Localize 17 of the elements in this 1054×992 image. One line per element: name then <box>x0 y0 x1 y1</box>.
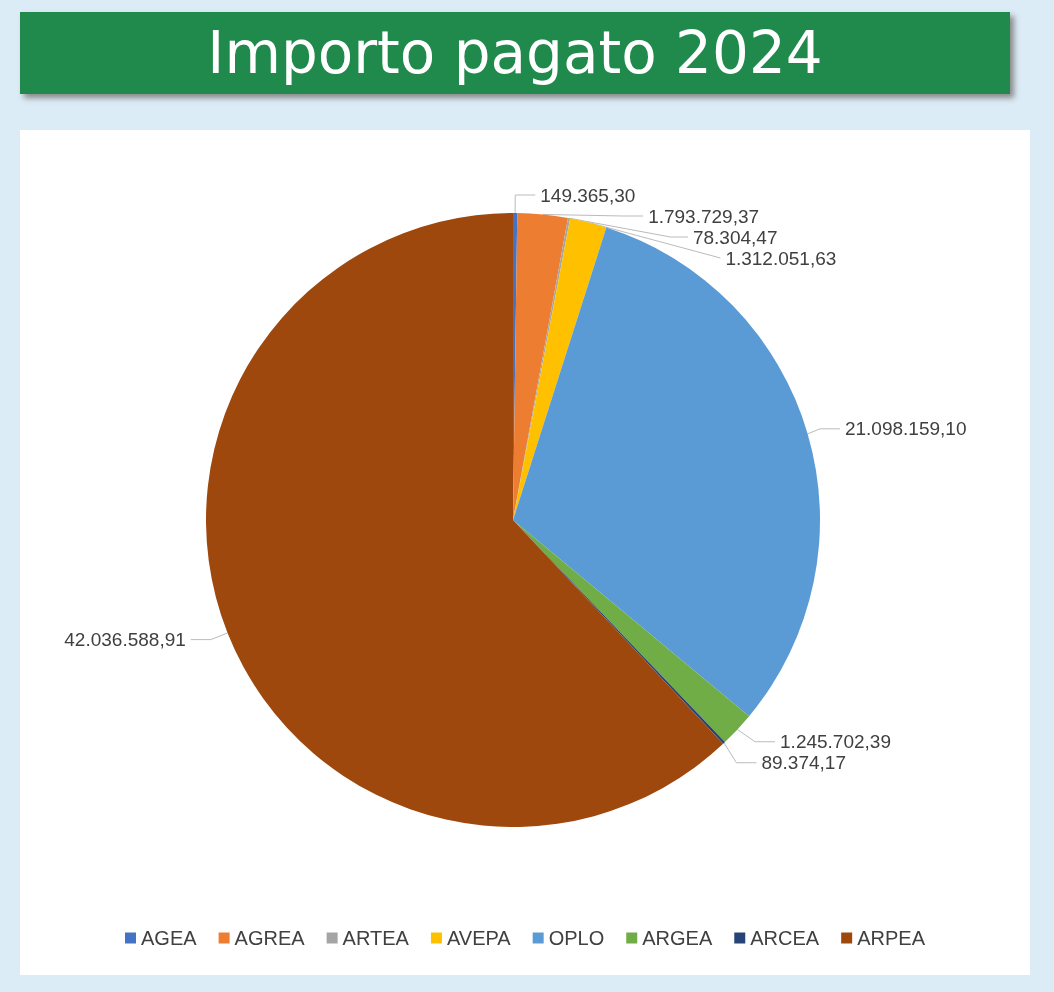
legend-label: AGREA <box>234 927 306 949</box>
legend-label: ARGEA <box>642 927 713 949</box>
data-label: 1.312.051,63 <box>725 247 837 269</box>
data-label: 1.793.729,37 <box>648 205 760 227</box>
data-label: 1.245.702,39 <box>780 731 891 753</box>
data-label: 78.304,47 <box>692 226 778 248</box>
legend-label: ARCEA <box>750 927 820 949</box>
legend-label: AGEA <box>141 927 198 949</box>
legend-label: AVEPA <box>446 927 512 949</box>
data-label: 89.374,17 <box>761 752 846 774</box>
data-label: 42.036.588,91 <box>64 629 186 651</box>
chart-title: Importo pagato 2024 <box>20 12 1010 94</box>
legend-label: ARTEA <box>342 927 410 949</box>
legend-label: ARPEA <box>857 927 926 949</box>
legend-label: OPLO <box>548 927 605 949</box>
data-label: 21.098.159,10 <box>844 418 967 440</box>
data-label: 149.365,30 <box>540 184 636 206</box>
